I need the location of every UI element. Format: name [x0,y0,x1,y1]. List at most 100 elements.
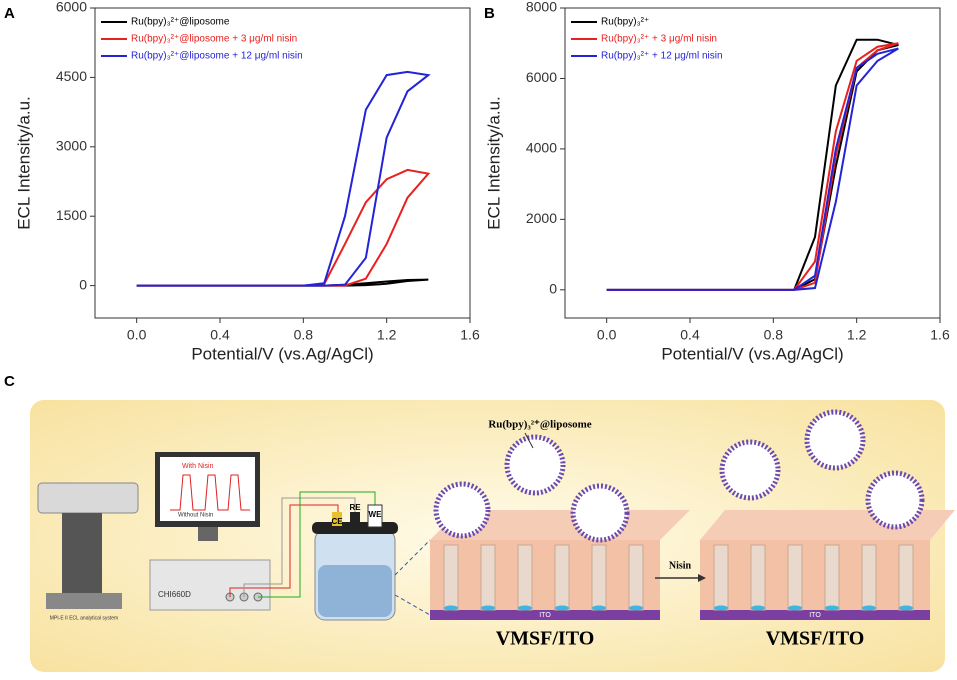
monitor-stand [198,527,218,541]
liposome [504,434,566,496]
screen-label: Without Nisin [178,513,213,519]
analyzer-body [62,513,102,593]
electrode [332,512,342,526]
electrode-label: RE [349,503,361,512]
pore-bottom [862,605,876,611]
workstation [149,559,271,611]
pore-bottom [518,605,532,611]
ito-layer [430,610,660,620]
liposome [433,481,491,539]
workstation-label: CHI660D [158,590,191,599]
x-tick-label: 1.2 [847,327,867,343]
plot-frame [94,7,471,319]
screen-trace [170,474,250,511]
screen-label: With Nisin [182,463,214,470]
wire [229,504,339,597]
x-tick-label: 0.4 [210,327,230,343]
legend-label: Ru(bpy)₃²⁺ [601,17,649,28]
y-tick-label: 6000 [56,0,87,15]
pore-bottom [788,605,802,611]
zoom-line [394,539,431,576]
pore [750,544,766,611]
pore-bottom [899,605,913,611]
analyzer-label: MPI-E II ECL analytical system [50,615,118,621]
pore-bottom [751,605,765,611]
ito-layer [700,610,930,620]
y-tick-label: 8000 [526,0,557,15]
x-tick-label: 1.6 [930,327,950,343]
pore-bottom [555,605,569,611]
pore [861,544,877,611]
pore-bottom [629,605,643,611]
liposome-label: Ru(bpy)₃²⁺@liposome [488,419,591,431]
pore-bottom [444,605,458,611]
y-tick-label: 3000 [56,138,87,154]
panel-letter: B [484,5,495,22]
pore [517,544,533,611]
pore [554,544,570,611]
x-tick-label: 0.8 [764,327,784,343]
y-tick-label: 6000 [526,69,557,85]
series-line [136,70,431,287]
electrode-body [700,540,930,610]
y-tick-label: 0 [79,276,87,292]
pore-bottom [825,605,839,611]
arrow-label: Nisin [669,560,692,571]
diagram: MPI-E II ECL analytical system With Nisi… [30,400,955,672]
x-tick-label: 0.8 [294,327,314,343]
liposome [570,483,630,543]
pore [898,544,914,611]
plot-frame [564,7,941,319]
liposome [865,470,925,530]
legend-label: Ru(bpy)₃²⁺@liposome + 12 μg/ml nisin [131,51,303,62]
electrode-label: CE [331,517,343,526]
pointer [524,432,534,449]
pore-bottom [592,605,606,611]
y-tick-label: 1500 [56,207,87,223]
pores [443,544,914,611]
x-tick-label: 0.4 [680,327,700,343]
legend-label: Ru(bpy)₃²⁺@liposome + 3 μg/ml nisin [131,34,297,45]
x-tick-label: 0.0 [127,327,147,343]
electrode [350,512,360,526]
y-axis-label: ECL Intensity/a.u. [14,96,33,230]
wire [258,491,376,598]
y-tick-label: 4500 [56,68,87,84]
pore [591,544,607,611]
pore-bottom [714,605,728,611]
ito-label: ITO [809,612,821,619]
legend-label: Ru(bpy)₃²⁺ + 3 μg/ml nisin [601,34,717,45]
series-line [606,42,899,291]
pore [443,544,459,611]
y-tick-label: 4000 [526,140,557,156]
x-axis-label: Potential/V (vs.Ag/AgCl) [191,344,373,363]
pore-bottom [481,605,495,611]
x-tick-label: 0.0 [597,327,617,343]
panel-letter: C [4,373,15,390]
electrode [367,504,383,528]
series-line [136,168,431,287]
pore [824,544,840,611]
electrode-body [430,540,660,610]
y-axis-label: ECL Intensity/a.u. [484,96,503,230]
liposome [719,439,781,501]
y-tick-label: 0 [549,281,557,297]
electrode-label: VMSF/ITO [766,628,865,650]
electrode-label: WE [369,510,383,519]
ito-label: ITO [539,612,551,619]
pore [480,544,496,611]
x-axis-label: Potential/V (vs.Ag/AgCl) [661,344,843,363]
pore [628,544,644,611]
pore [787,544,803,611]
panel-letter: A [4,5,15,22]
arrow-head [698,574,706,582]
y-tick-label: 2000 [526,210,557,226]
x-tick-label: 1.6 [460,327,480,343]
analyzer-base [46,593,122,609]
legend-label: Ru(bpy)₃²⁺@liposome [131,17,230,28]
solution [318,565,392,617]
pore [713,544,729,611]
electrode-label: VMSF/ITO [496,628,595,650]
legend-label: Ru(bpy)₃²⁺ + 12 μg/ml nisin [601,51,723,62]
